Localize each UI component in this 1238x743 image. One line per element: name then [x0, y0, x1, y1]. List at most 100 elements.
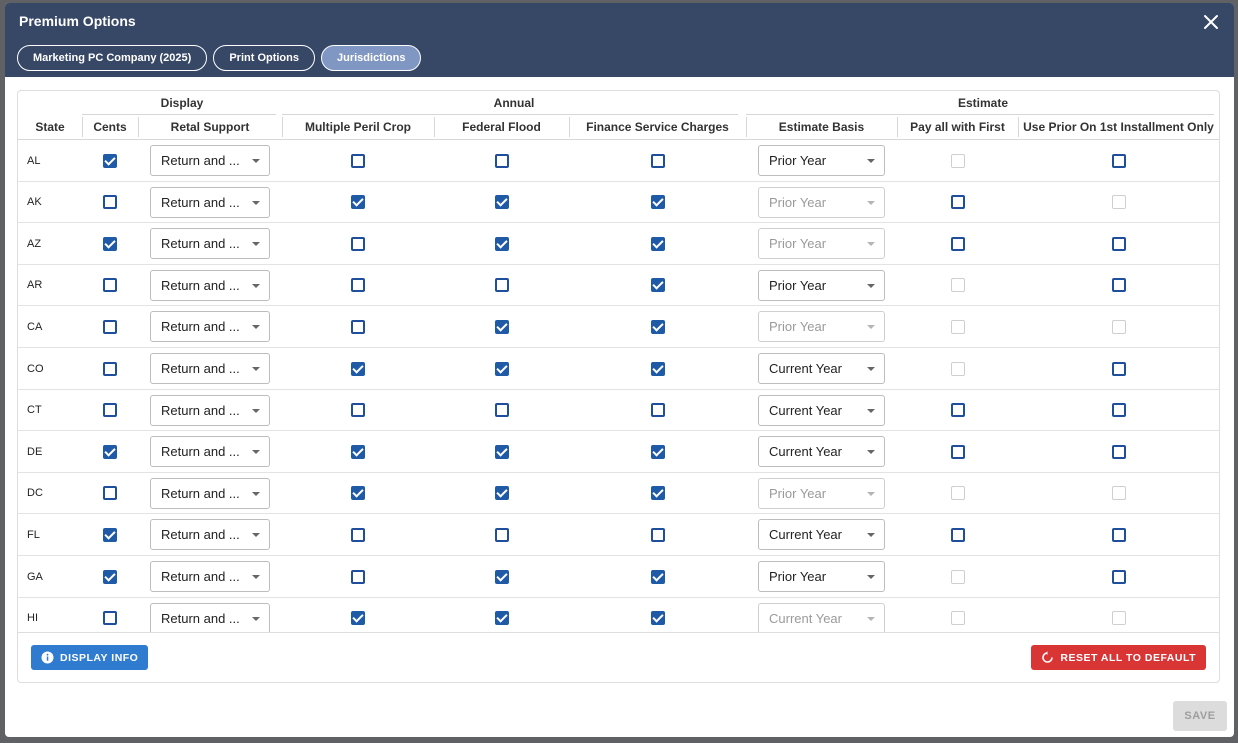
multiple-peril-crop-checkbox[interactable] [351, 569, 365, 584]
use-prior-first-installment-checkbox [1111, 195, 1126, 210]
federal-flood-checkbox[interactable] [494, 278, 509, 293]
multiple-peril-crop-checkbox[interactable] [351, 278, 365, 293]
retal-support-select[interactable]: Return and ... [150, 186, 270, 218]
close-button[interactable] [1200, 11, 1222, 33]
pay-all-with-first-checkbox[interactable] [950, 444, 965, 459]
federal-flood-checkbox[interactable] [494, 403, 509, 418]
finance-service-charges-checkbox[interactable] [650, 195, 665, 210]
federal-flood-checkbox[interactable] [494, 611, 509, 626]
finance-service-charges-checkbox[interactable] [650, 153, 665, 168]
multiple-peril-crop-checkbox[interactable] [351, 486, 365, 501]
pay-all-with-first-checkbox[interactable] [950, 527, 965, 542]
finance-service-charges-checkbox[interactable] [650, 486, 665, 501]
estimate-basis-select[interactable]: Prior Year [758, 269, 885, 301]
col-federal-flood: Federal Flood [462, 120, 541, 134]
use-prior-first-installment-checkbox[interactable] [1111, 527, 1126, 542]
multiple-peril-crop-checkbox[interactable] [351, 236, 365, 251]
reset-all-to-default-button[interactable]: RESET ALL TO DEFAULT [1031, 645, 1206, 670]
cents-checkbox[interactable] [103, 611, 117, 626]
tab-marketing-pc-company[interactable]: Marketing PC Company (2025) [17, 45, 208, 71]
display-info-button[interactable]: DISPLAY INFO [31, 645, 149, 670]
pay-all-with-first-checkbox[interactable] [950, 236, 965, 251]
pay-all-with-first-checkbox[interactable] [950, 195, 965, 210]
federal-flood-checkbox[interactable] [494, 444, 509, 459]
cents-checkbox[interactable] [103, 319, 117, 334]
cents-checkbox[interactable] [103, 486, 117, 501]
table-row: CA Return and ... Prior Year [18, 306, 1219, 348]
cents-checkbox[interactable] [103, 444, 117, 459]
retal-support-select[interactable]: Return and ... [150, 436, 270, 468]
retal-support-select[interactable]: Return and ... [150, 353, 270, 384]
cents-checkbox[interactable] [103, 569, 117, 584]
use-prior-first-installment-checkbox[interactable] [1111, 153, 1126, 168]
estimate-basis-select[interactable]: Prior Year [758, 561, 885, 592]
use-prior-first-installment-checkbox [1111, 319, 1126, 334]
table-row: DC Return and ... Prior Year [18, 473, 1219, 515]
save-button[interactable]: SAVE [1173, 701, 1227, 731]
estimate-basis-select[interactable]: Current Year [758, 436, 885, 468]
finance-service-charges-checkbox[interactable] [650, 236, 665, 251]
use-prior-first-installment-checkbox [1111, 486, 1126, 501]
finance-service-charges-checkbox[interactable] [650, 319, 665, 334]
retal-support-select[interactable]: Return and ... [150, 394, 270, 426]
estimate-basis-select[interactable]: Current Year [758, 353, 885, 384]
table-row: CO Return and ... Current Year [18, 348, 1219, 390]
finance-service-charges-checkbox[interactable] [650, 278, 665, 293]
cents-checkbox[interactable] [103, 236, 117, 251]
cents-checkbox[interactable] [103, 403, 117, 418]
federal-flood-checkbox[interactable] [494, 569, 509, 584]
retal-support-select[interactable]: Return and ... [150, 519, 270, 551]
use-prior-first-installment-checkbox[interactable] [1111, 403, 1126, 418]
estimate-basis-select[interactable]: Current Year [758, 519, 885, 551]
finance-service-charges-checkbox[interactable] [650, 444, 665, 459]
multiple-peril-crop-checkbox[interactable] [351, 403, 365, 418]
retal-support-select[interactable]: Return and ... [150, 311, 270, 343]
multiple-peril-crop-checkbox[interactable] [351, 361, 365, 376]
estimate-basis-select[interactable]: Current Year [758, 394, 885, 426]
multiple-peril-crop-checkbox[interactable] [351, 527, 365, 542]
state-code: AK [27, 196, 42, 209]
retal-support-select[interactable]: Return and ... [150, 145, 270, 176]
federal-flood-checkbox[interactable] [494, 486, 509, 501]
federal-flood-checkbox[interactable] [494, 153, 509, 168]
retal-support-select[interactable]: Return and ... [150, 561, 270, 592]
retal-support-select-value: Return and ... [161, 569, 240, 584]
retal-support-select[interactable]: Return and ... [150, 477, 270, 509]
federal-flood-checkbox[interactable] [494, 361, 509, 376]
multiple-peril-crop-checkbox[interactable] [351, 153, 365, 168]
federal-flood-checkbox[interactable] [494, 236, 509, 251]
federal-flood-checkbox[interactable] [494, 319, 509, 334]
tab-print-options[interactable]: Print Options [213, 45, 315, 71]
federal-flood-checkbox[interactable] [494, 527, 509, 542]
pay-all-with-first-checkbox[interactable] [950, 403, 965, 418]
finance-service-charges-checkbox[interactable] [650, 611, 665, 626]
chevron-down-icon [867, 242, 875, 247]
cents-checkbox[interactable] [103, 278, 117, 293]
retal-support-select[interactable]: Return and ... [150, 228, 270, 260]
finance-service-charges-checkbox[interactable] [650, 403, 665, 418]
multiple-peril-crop-checkbox[interactable] [351, 611, 365, 626]
cents-checkbox[interactable] [103, 527, 117, 542]
multiple-peril-crop-checkbox[interactable] [351, 319, 365, 334]
col-state: State [35, 120, 65, 134]
finance-service-charges-checkbox[interactable] [650, 569, 665, 584]
use-prior-first-installment-checkbox[interactable] [1111, 361, 1126, 376]
use-prior-first-installment-checkbox[interactable] [1111, 444, 1126, 459]
multiple-peril-crop-checkbox[interactable] [351, 444, 365, 459]
retal-support-select-value: Return and ... [161, 527, 240, 543]
use-prior-first-installment-checkbox[interactable] [1111, 278, 1126, 293]
retal-support-select[interactable]: Return and ... [150, 602, 270, 632]
chevron-down-icon [867, 408, 875, 413]
tab-jurisdictions[interactable]: Jurisdictions [321, 45, 422, 71]
multiple-peril-crop-checkbox[interactable] [351, 195, 365, 210]
cents-checkbox[interactable] [103, 195, 117, 210]
cents-checkbox[interactable] [103, 361, 117, 376]
federal-flood-checkbox[interactable] [494, 195, 509, 210]
use-prior-first-installment-checkbox[interactable] [1111, 236, 1126, 251]
retal-support-select[interactable]: Return and ... [150, 269, 270, 301]
cents-checkbox[interactable] [103, 153, 117, 168]
finance-service-charges-checkbox[interactable] [650, 527, 665, 542]
finance-service-charges-checkbox[interactable] [650, 361, 665, 376]
estimate-basis-select[interactable]: Prior Year [758, 145, 885, 176]
use-prior-first-installment-checkbox[interactable] [1111, 569, 1126, 584]
